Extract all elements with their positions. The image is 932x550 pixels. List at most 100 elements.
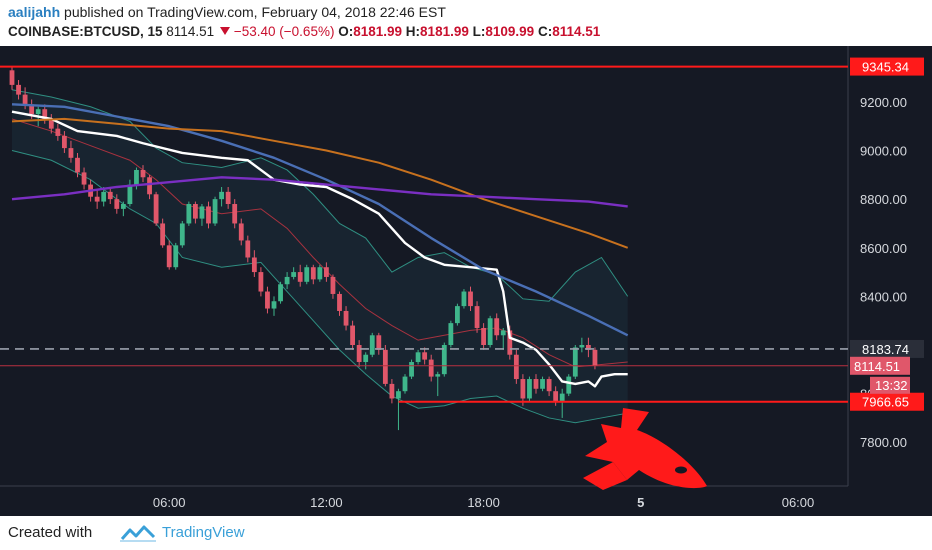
candle-body xyxy=(592,349,598,366)
candle-body xyxy=(513,354,519,380)
candle-body xyxy=(350,325,355,346)
down-triangle-icon xyxy=(219,27,230,35)
candle-body xyxy=(206,206,211,224)
candle-body xyxy=(500,330,506,336)
candle-body xyxy=(120,204,126,209)
candle-body xyxy=(212,199,218,224)
publish-info: aalijahh published on TradingView.com, F… xyxy=(8,4,446,20)
countdown-label: 13:32 xyxy=(875,378,908,393)
candle-body xyxy=(422,352,428,360)
candle xyxy=(297,264,303,287)
candle-body xyxy=(101,191,107,202)
x-tick-label: 12:00 xyxy=(310,495,343,510)
candle-body xyxy=(9,70,15,85)
candle-body xyxy=(62,135,67,149)
candle xyxy=(55,123,61,141)
candle xyxy=(258,267,264,297)
candle-body xyxy=(153,194,159,224)
author-link[interactable]: aalijahh xyxy=(8,4,61,20)
candle-body xyxy=(455,306,460,324)
candle-body xyxy=(29,104,35,115)
candle-body xyxy=(363,354,369,363)
open-value: 8181.99 xyxy=(353,24,403,39)
candle-body xyxy=(540,379,545,389)
candle-body xyxy=(448,323,454,346)
candle xyxy=(186,201,192,226)
candle-body xyxy=(134,169,139,185)
candle-body xyxy=(245,240,251,258)
candle-body xyxy=(16,84,21,95)
candle xyxy=(101,186,107,207)
candle-body xyxy=(389,383,395,399)
candle xyxy=(206,201,211,229)
candle xyxy=(376,332,382,355)
candle-body xyxy=(238,223,244,241)
candle xyxy=(343,306,349,331)
bollinger-fill xyxy=(12,89,628,423)
candle xyxy=(409,359,414,380)
open-label: O: xyxy=(338,24,354,39)
candle xyxy=(310,264,316,285)
candle xyxy=(474,301,480,333)
candle-body xyxy=(42,109,48,119)
candle-body xyxy=(160,223,166,246)
candle-body xyxy=(474,306,480,328)
candle-body xyxy=(553,391,559,401)
publish-text: published on TradingView.com, February 0… xyxy=(64,4,446,20)
moving-average-line-2 xyxy=(11,103,629,337)
candle-body xyxy=(481,327,486,346)
candle xyxy=(455,303,460,326)
candle-body xyxy=(81,172,87,185)
candle xyxy=(166,240,172,270)
chart-canvas[interactable]: 7800.008000.008200.008400.008600.008800.… xyxy=(0,46,932,516)
candle xyxy=(559,388,565,418)
candle xyxy=(278,281,283,304)
candle xyxy=(265,286,270,314)
candle-body xyxy=(356,345,362,363)
candle-body xyxy=(317,267,323,280)
y-tick-label: 8400.00 xyxy=(860,289,907,304)
tradingview-brand[interactable]: TradingView xyxy=(162,524,245,541)
candle xyxy=(566,374,572,397)
candle-body xyxy=(304,267,310,282)
candle xyxy=(173,242,179,270)
candle-body xyxy=(382,349,388,384)
candle-body xyxy=(199,206,205,219)
candle xyxy=(317,264,323,282)
candle xyxy=(435,371,441,397)
candle-body xyxy=(219,191,224,200)
candle-body xyxy=(147,177,152,195)
candle xyxy=(468,286,473,311)
candle-body xyxy=(402,376,408,392)
candle-body xyxy=(140,169,146,178)
candle-body xyxy=(179,223,185,246)
candle xyxy=(369,332,375,358)
chart-header: aalijahh published on TradingView.com, F… xyxy=(0,0,932,46)
candle-body xyxy=(48,118,54,129)
candle xyxy=(219,186,224,207)
candle-body xyxy=(114,199,120,209)
last-price-label: 8114.51 xyxy=(854,359,900,374)
candle xyxy=(68,140,74,163)
level-price-label: 7966.65 xyxy=(862,395,909,410)
candle-body xyxy=(415,352,421,363)
candle xyxy=(193,201,198,224)
candle xyxy=(140,165,146,183)
candle-body xyxy=(75,157,80,173)
candle-body xyxy=(461,291,467,307)
candle-body xyxy=(35,109,41,115)
candle xyxy=(487,315,493,348)
candle xyxy=(127,179,133,207)
candle-body xyxy=(94,196,100,202)
candle-body xyxy=(330,276,336,294)
candle-body xyxy=(310,267,316,280)
candle-body xyxy=(494,318,500,336)
candle-body xyxy=(409,362,414,377)
footer: Created with TradingView xyxy=(0,516,932,550)
candle xyxy=(81,167,87,190)
price-chart[interactable]: 7800.008000.008200.008400.008600.008800.… xyxy=(0,46,932,516)
candle xyxy=(586,337,591,358)
candle xyxy=(579,337,585,353)
candle xyxy=(513,349,519,384)
x-tick-label: 06:00 xyxy=(782,495,815,510)
